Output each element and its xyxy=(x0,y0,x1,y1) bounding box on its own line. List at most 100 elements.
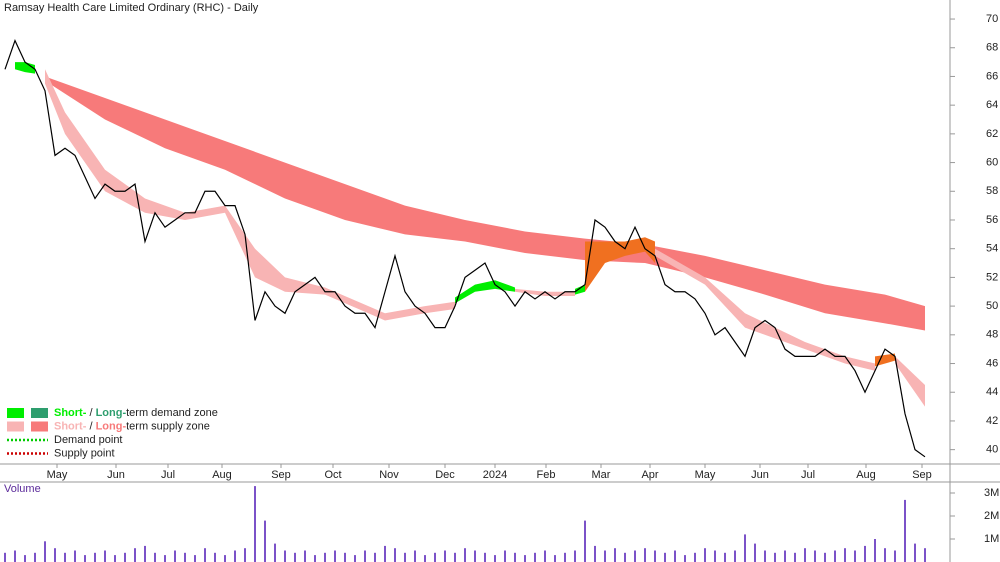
volume-bar xyxy=(314,555,316,562)
legend-swatch xyxy=(7,421,24,432)
volume-bar xyxy=(84,555,86,562)
x-tick-label: Sep xyxy=(912,469,932,481)
volume-bar xyxy=(464,548,466,562)
volume-y-tick-label: 3M xyxy=(984,487,999,499)
long-term-zone xyxy=(45,76,925,331)
volume-bar xyxy=(14,550,16,562)
volume-bar xyxy=(474,550,476,562)
y-tick-label: 42 xyxy=(986,415,998,427)
y-tick-label: 44 xyxy=(986,386,998,398)
legend-text-part: / xyxy=(86,407,95,419)
volume-bar xyxy=(804,548,806,562)
volume-bar xyxy=(784,550,786,562)
y-tick-label: 70 xyxy=(986,13,998,25)
volume-bar xyxy=(354,555,356,562)
legend-text-part: term supply zone xyxy=(126,420,210,432)
legend-text-part: Long- xyxy=(96,407,127,419)
volume-bar xyxy=(274,543,276,562)
legend-text-part: Short- xyxy=(54,407,87,419)
volume-bar xyxy=(774,552,776,562)
volume-bar xyxy=(654,550,656,562)
x-tick-label: Feb xyxy=(537,469,556,481)
volume-bar xyxy=(184,552,186,562)
volume-bar xyxy=(124,552,126,562)
volume-bar xyxy=(364,550,366,562)
volume-bar xyxy=(344,552,346,562)
y-tick-label: 68 xyxy=(986,42,998,54)
volume-bar xyxy=(744,534,746,562)
x-tick-label: Sep xyxy=(271,469,291,481)
short-term-zone xyxy=(875,353,895,367)
volume-bar xyxy=(264,520,266,562)
y-tick-label: 54 xyxy=(986,243,998,255)
volume-bar xyxy=(24,555,26,562)
volume-bar xyxy=(164,555,166,562)
volume-bar xyxy=(54,548,56,562)
x-tick-label: Jul xyxy=(161,469,175,481)
short-term-zone xyxy=(655,248,875,371)
y-tick-label: 50 xyxy=(986,300,998,312)
volume-bar xyxy=(244,548,246,562)
volume-bar xyxy=(924,548,926,562)
y-tick-label: 60 xyxy=(986,156,998,168)
y-tick-label: 56 xyxy=(986,214,998,226)
volume-bar xyxy=(454,552,456,562)
volume-bar xyxy=(664,552,666,562)
legend-text-part: Long- xyxy=(96,420,127,432)
legend-swatch xyxy=(31,408,48,418)
volume-bar xyxy=(724,552,726,562)
volume-bar xyxy=(324,552,326,562)
volume-bar xyxy=(404,552,406,562)
volume-bar xyxy=(764,550,766,562)
zones xyxy=(15,62,925,407)
volume-bar xyxy=(294,552,296,562)
x-tick-label: Aug xyxy=(856,469,876,481)
volume-y-tick-label: 1M xyxy=(984,533,999,545)
volume-bar xyxy=(4,552,6,562)
short-term-zone xyxy=(455,280,515,304)
volume-bar xyxy=(254,486,256,562)
volume-bar xyxy=(424,555,426,562)
volume-bar xyxy=(604,550,606,562)
volume-bar xyxy=(144,545,146,562)
volume-label: Volume xyxy=(4,483,41,495)
x-tick-label: Jun xyxy=(751,469,769,481)
volume-bar xyxy=(524,555,526,562)
volume-bar xyxy=(154,552,156,562)
x-tick-label: May xyxy=(47,469,68,481)
y-tick-label: 64 xyxy=(986,99,998,111)
volume-bar xyxy=(104,550,106,562)
volume-bar xyxy=(494,555,496,562)
volume-bar xyxy=(614,548,616,562)
short-term-zone xyxy=(45,69,455,321)
volume-bar xyxy=(74,550,76,562)
volume-bar xyxy=(864,545,866,562)
volume-bar xyxy=(384,545,386,562)
volume-bar xyxy=(284,550,286,562)
volume-bar xyxy=(374,552,376,562)
x-tick-label: Jul xyxy=(801,469,815,481)
short-term-zone xyxy=(895,356,925,407)
volume-bar xyxy=(794,552,796,562)
volume-bar xyxy=(594,545,596,562)
volume-bar xyxy=(644,548,646,562)
volume-bar xyxy=(844,548,846,562)
volume-bar xyxy=(874,539,876,562)
legend-text-part: Short- xyxy=(54,420,87,432)
volume-bar xyxy=(544,550,546,562)
y-tick-label: 58 xyxy=(986,185,998,197)
volume-bar xyxy=(684,555,686,562)
volume-bar xyxy=(514,552,516,562)
volume-bar xyxy=(694,552,696,562)
volume-bar xyxy=(904,499,906,562)
volume-bar xyxy=(624,552,626,562)
x-tick-label: Nov xyxy=(379,469,399,481)
legend-text: Supply point xyxy=(54,447,115,459)
volume-bar xyxy=(704,548,706,562)
chart-title: Ramsay Health Care Limited Ordinary (RHC… xyxy=(4,2,259,14)
x-tick-label: May xyxy=(695,469,716,481)
volume-bar xyxy=(114,555,116,562)
volume-bar xyxy=(504,550,506,562)
volume-bar xyxy=(554,555,556,562)
